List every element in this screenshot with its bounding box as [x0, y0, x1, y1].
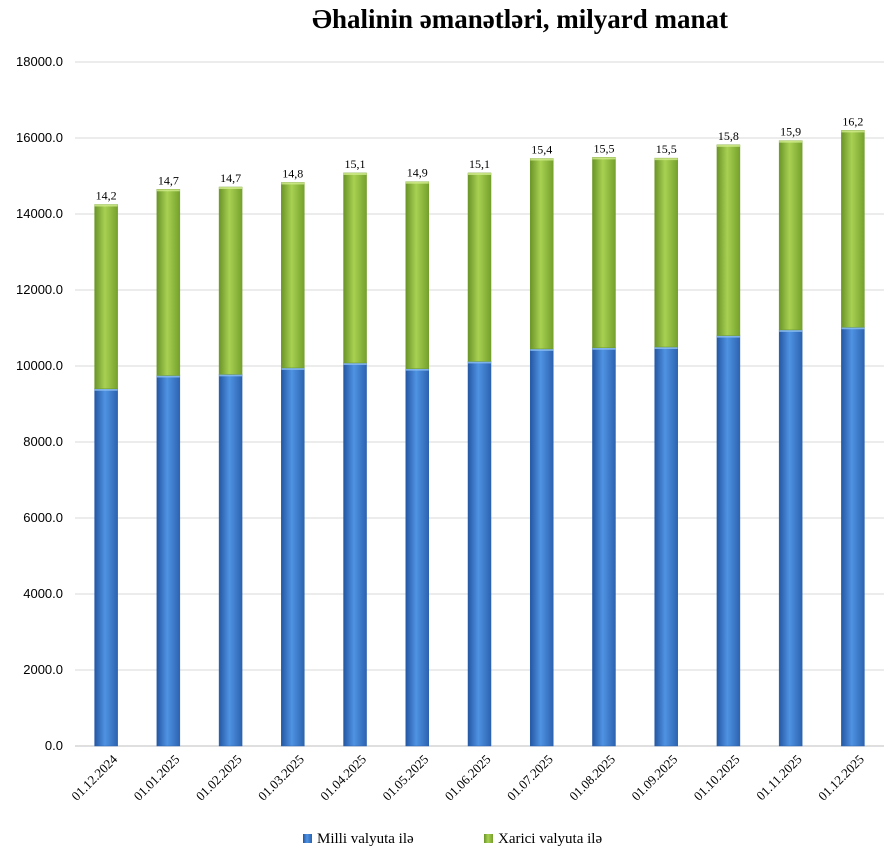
total-data-label: 15,5 — [656, 142, 677, 156]
y-tick-label: 4000.0 — [23, 586, 63, 601]
y-tick-label: 14000.0 — [16, 206, 63, 221]
bar-segment-highlight — [779, 329, 803, 332]
bar-segment-highlight — [94, 388, 118, 391]
bar-segment-highlight — [281, 367, 305, 370]
bar-segment-xarici — [218, 186, 243, 375]
bar-segment-highlight — [468, 361, 491, 364]
bar-segment-highlight — [716, 335, 740, 338]
x-tick-label: 01.09.2025 — [628, 752, 680, 804]
total-data-label: 15,4 — [531, 143, 552, 157]
bar-segment-milli — [218, 374, 243, 747]
x-tick-label: 01.04.2025 — [317, 752, 369, 804]
bar-segment-highlight — [405, 368, 429, 371]
bar-segment-milli — [405, 368, 430, 747]
bar-segment-milli — [156, 375, 181, 747]
y-tick-label: 18000.0 — [16, 54, 63, 69]
total-data-label: 14,7 — [158, 173, 179, 187]
bar-segment-milli — [778, 329, 803, 747]
bar-segment-highlight — [468, 172, 491, 175]
bar-segment-highlight — [654, 347, 678, 349]
bar-segment-xarici — [467, 172, 492, 362]
bar-segment-milli — [467, 361, 492, 747]
total-data-label: 15,1 — [345, 157, 366, 171]
total-data-label: 14,7 — [220, 171, 241, 185]
bar-segment-milli — [343, 362, 367, 747]
x-axis: 01.12.2024 01.01.2025 01.02.2025 01.03.2025… — [68, 751, 867, 803]
x-tick-label: 01.06.2025 — [442, 752, 494, 804]
bar-segment-milli — [716, 335, 741, 747]
x-tick-label: 01.12.2025 — [815, 752, 867, 804]
chart-title: Əhalinin əmanətləri, milyard manat — [312, 4, 728, 34]
bar-segment-xarici — [94, 204, 118, 390]
bar-segment-xarici — [592, 157, 616, 349]
bar-segment-xarici — [156, 189, 181, 376]
total-data-label: 14,2 — [96, 189, 117, 203]
total-data-label: 16,2 — [842, 114, 863, 128]
bar-segment-xarici — [778, 140, 803, 331]
bar-segment-highlight — [841, 327, 865, 330]
total-data-label: 15,9 — [780, 125, 801, 139]
bar-segment-highlight — [219, 374, 243, 377]
bar-segment-highlight — [156, 189, 180, 192]
bar-segment-highlight — [156, 375, 180, 378]
y-tick-label: 0.0 — [45, 738, 63, 753]
bar-segment-xarici — [281, 182, 305, 369]
bar-segment-milli — [592, 347, 616, 747]
bar-segment-xarici — [716, 144, 741, 336]
x-tick-label: 01.11.2025 — [753, 752, 805, 804]
total-data-label: 15,1 — [469, 157, 490, 171]
bar-segment-milli — [529, 348, 554, 747]
legend-label-xarici: Xarici valyuta ilə — [498, 831, 602, 847]
bar-segment-highlight — [654, 158, 678, 161]
bar-segment-highlight — [530, 158, 554, 161]
bar-segment-xarici — [841, 130, 865, 328]
x-tick-label: 01.12.2024 — [68, 751, 120, 803]
bar-segment-milli — [654, 346, 678, 747]
x-tick-label: 01.08.2025 — [566, 752, 618, 804]
total-data-label: 15,8 — [718, 129, 739, 143]
bar-segment-xarici — [405, 181, 430, 369]
x-tick-label: 01.05.2025 — [379, 752, 431, 804]
y-tick-label: 10000.0 — [16, 358, 63, 373]
bar-segment-highlight — [716, 144, 740, 147]
x-tick-label: 01.02.2025 — [193, 752, 245, 804]
y-tick-label: 16000.0 — [16, 130, 63, 145]
bar-segment-milli — [841, 326, 865, 747]
x-tick-label: 01.01.2025 — [130, 752, 182, 804]
x-tick-label: 01.10.2025 — [691, 752, 743, 804]
y-tick-label: 8000.0 — [23, 434, 63, 449]
legend: Milli valyuta ilə Xarici valyuta ilə — [303, 831, 602, 847]
bar-segment-highlight — [779, 140, 803, 143]
bar-segment-highlight — [343, 362, 367, 365]
x-tick-label: 01.07.2025 — [504, 752, 556, 804]
total-data-label: 15,5 — [593, 141, 614, 155]
bar-segment-highlight — [592, 347, 616, 350]
bar-segment-highlight — [281, 182, 305, 185]
y-tick-label: 2000.0 — [23, 662, 63, 677]
bar-segment-milli — [281, 367, 305, 747]
y-tick-label: 6000.0 — [23, 510, 63, 525]
y-tick-label: 12000.0 — [16, 282, 63, 297]
bar-segment-xarici — [343, 172, 367, 364]
x-tick-label: 01.03.2025 — [255, 752, 307, 804]
total-data-label: 14,8 — [282, 166, 303, 180]
bar-segment-highlight — [94, 204, 118, 207]
bar-segment-xarici — [529, 158, 554, 350]
data-labels: 14,2 14,7 14,7 14,8 15,1 14,9 15,1 15,4 15,5 15,5… — [96, 114, 864, 202]
bar-segment-milli — [94, 388, 118, 747]
bar-segment-highlight — [343, 172, 367, 175]
bar-segment-highlight — [841, 130, 865, 133]
legend-label-milli: Milli valyuta ilə — [317, 831, 414, 847]
bar-segment-highlight — [592, 157, 616, 160]
bar-segment-highlight — [405, 181, 429, 184]
legend-swatch-xarici — [484, 834, 493, 843]
legend-swatch-milli — [303, 834, 312, 843]
bar-segment-xarici — [654, 157, 678, 348]
y-axis: 0.0 2000.0 4000.0 6000.0 8000.0 10000.0 12000.… — [16, 54, 63, 753]
bars — [94, 130, 865, 747]
bar-segment-highlight — [530, 348, 554, 351]
total-data-label: 14,9 — [407, 166, 428, 180]
bar-segment-highlight — [219, 187, 243, 190]
